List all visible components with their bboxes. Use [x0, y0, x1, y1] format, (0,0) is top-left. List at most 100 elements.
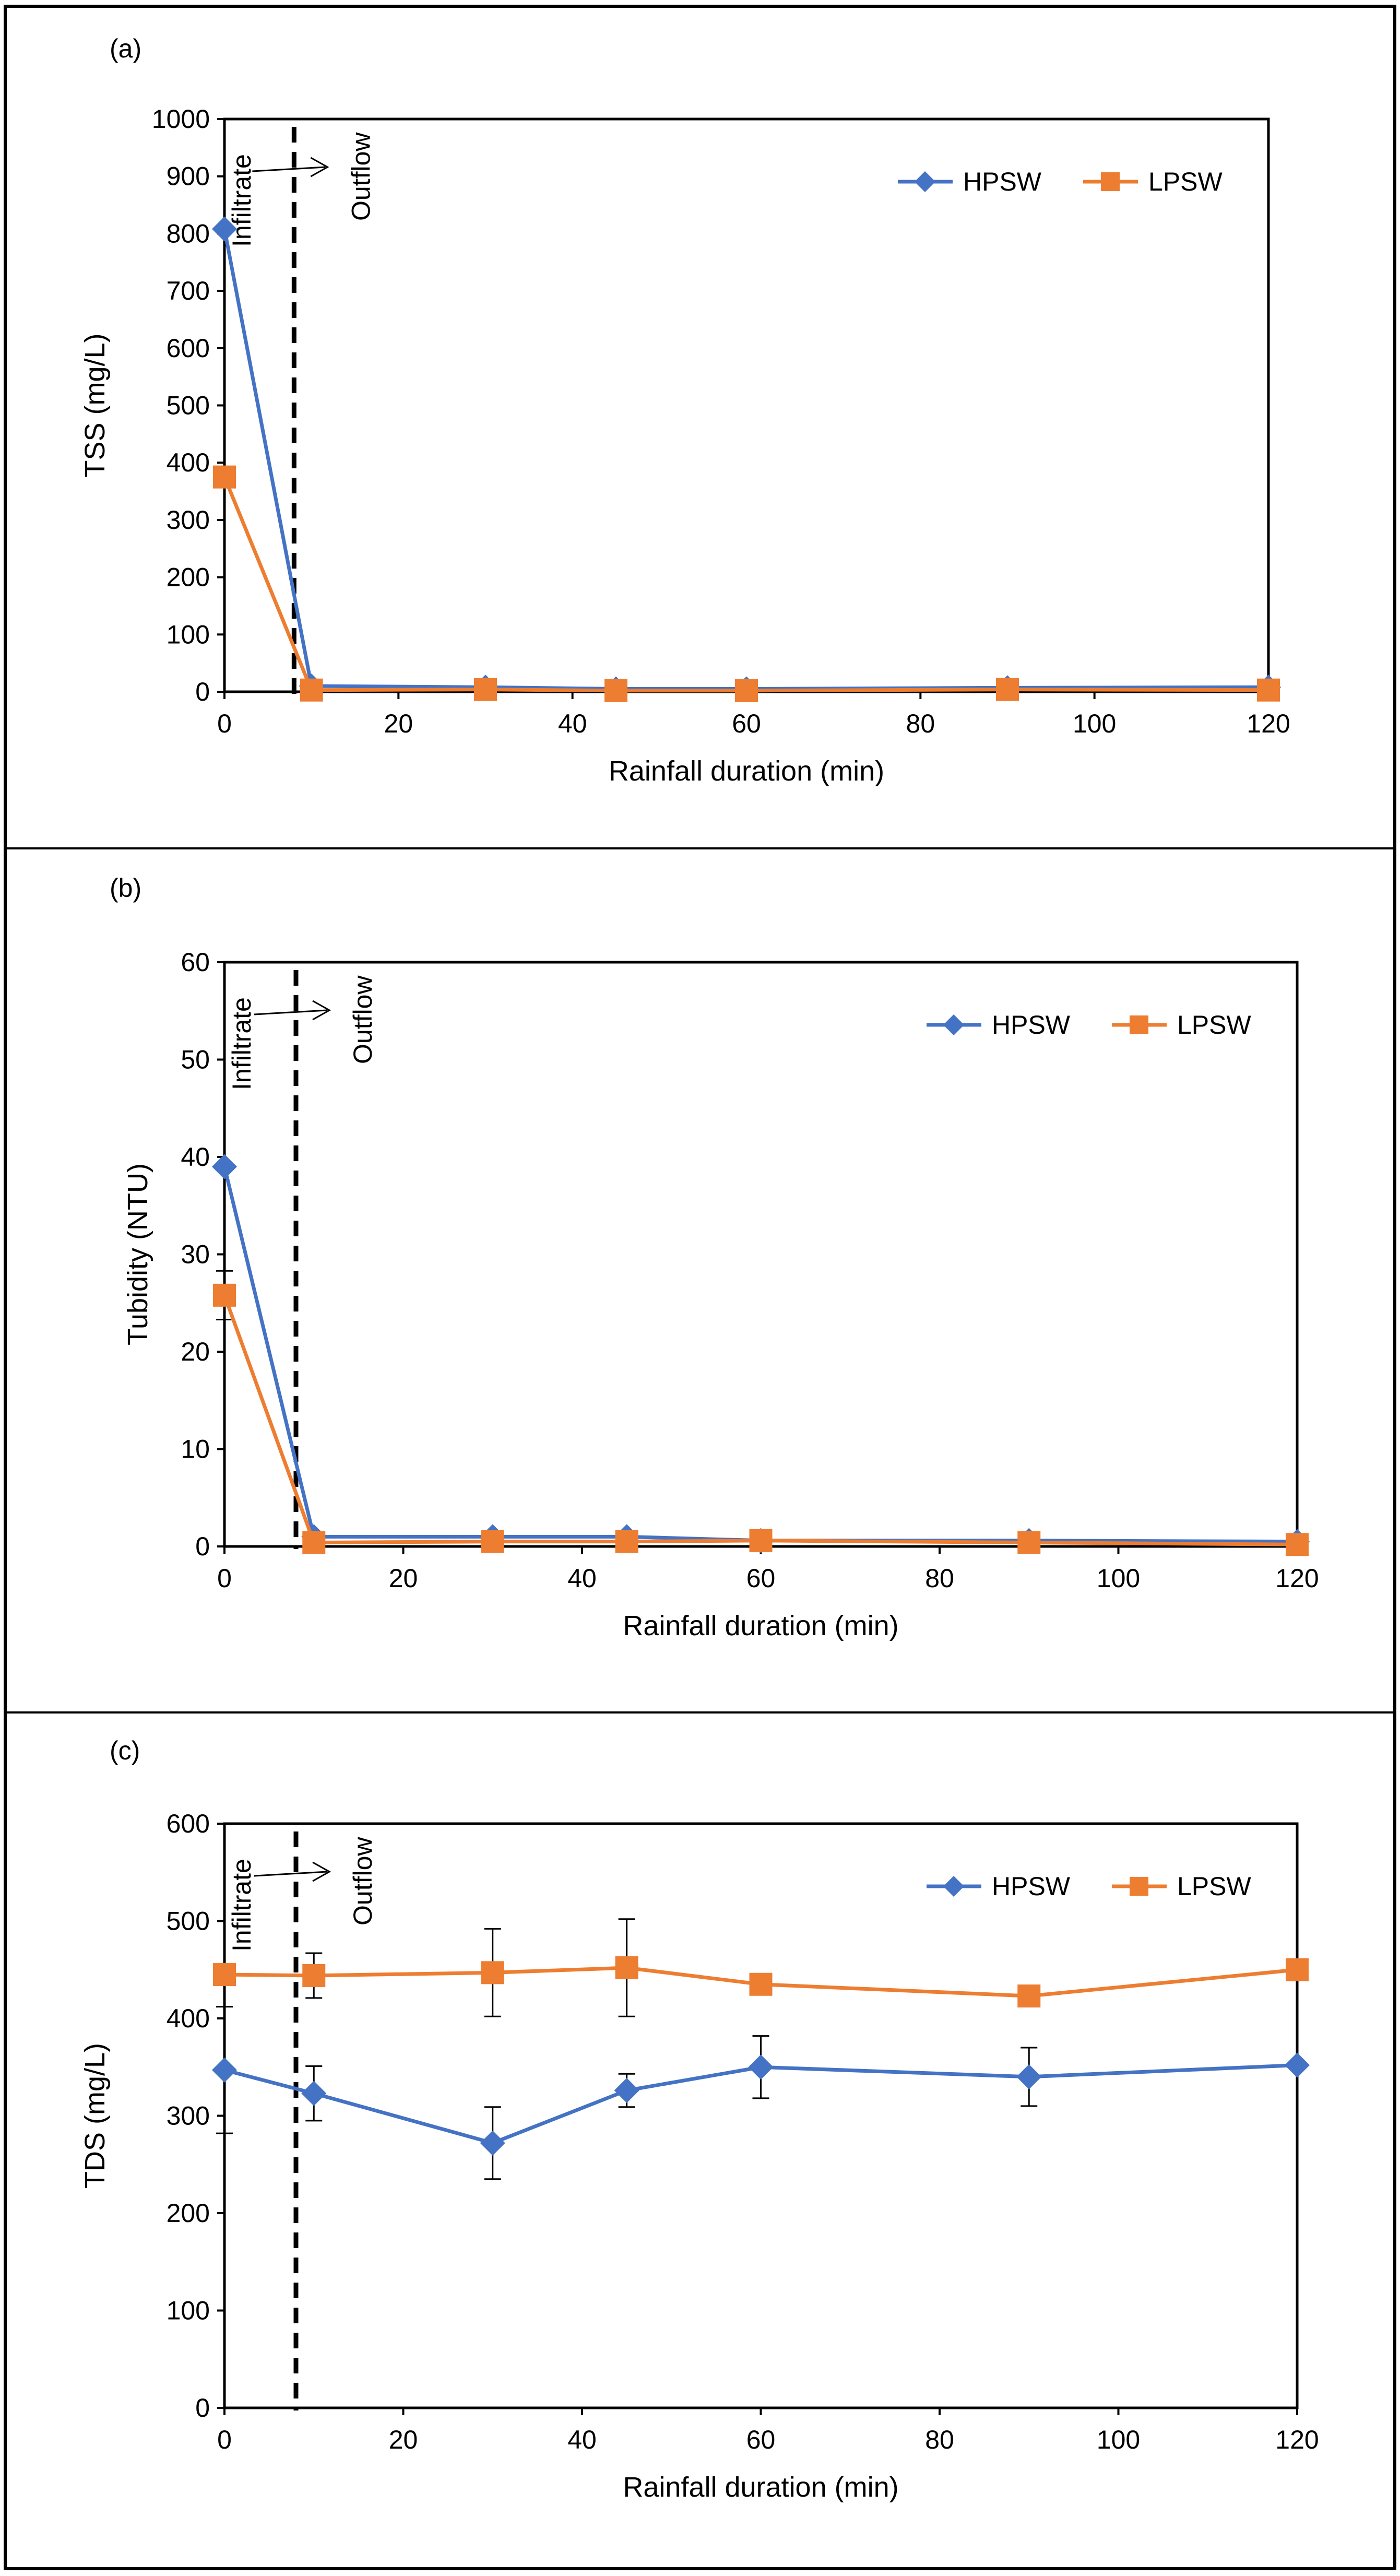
x-tick-label: 40 — [567, 1564, 597, 1593]
infiltrate-annotation: Infiltrate — [227, 1859, 256, 1952]
outflow-annotation: Outflow — [346, 132, 375, 221]
y-tick-label: 400 — [167, 2004, 210, 2033]
data-point — [749, 1529, 773, 1552]
y-axis-label: TDS (mg/L) — [79, 2043, 111, 2189]
x-tick-label: 40 — [567, 2425, 597, 2454]
data-point — [481, 1961, 504, 1984]
legend-label: LPSW — [1148, 167, 1223, 196]
y-tick-label: 100 — [167, 2296, 210, 2325]
legend-marker — [943, 1014, 964, 1035]
x-axis-label: Rainfall duration (min) — [609, 755, 884, 787]
x-tick-label: 60 — [746, 1564, 776, 1593]
x-tick-label: 100 — [1097, 1564, 1140, 1593]
legend-label: HPSW — [963, 167, 1042, 196]
x-tick-label: 0 — [217, 709, 232, 738]
x-tick-label: 20 — [389, 1564, 418, 1593]
data-point — [302, 1964, 326, 1987]
legend-label: HPSW — [992, 1010, 1071, 1039]
legend: HPSW LPSW — [927, 1010, 1252, 1039]
data-point — [1285, 2052, 1310, 2078]
data-point — [212, 2057, 237, 2083]
y-tick-label: 300 — [167, 2101, 210, 2131]
data-point — [615, 1956, 638, 1980]
legend: HPSW LPSW — [898, 167, 1223, 196]
data-point — [300, 678, 323, 702]
legend-label: LPSW — [1177, 1872, 1252, 1901]
data-point — [1017, 1531, 1041, 1554]
x-axis-label: Rainfall duration (min) — [623, 2472, 898, 2503]
data-point — [301, 2081, 327, 2106]
x-tick-label: 60 — [746, 2425, 776, 2454]
data-point — [302, 1531, 326, 1554]
y-tick-label: 400 — [167, 448, 210, 477]
outflow-annotation: Outflow — [348, 975, 377, 1064]
y-tick-label: 1000 — [152, 104, 210, 134]
y-tick-label: 0 — [195, 677, 210, 706]
legend-marker — [915, 171, 935, 192]
x-tick-label: 120 — [1247, 709, 1290, 738]
x-axis-label: Rainfall duration (min) — [623, 1610, 898, 1641]
data-point — [480, 2130, 505, 2156]
legend-marker — [1130, 1015, 1148, 1034]
y-tick-label: 500 — [167, 1907, 210, 1936]
outflow-annotation: Outflow — [348, 1837, 377, 1925]
y-tick-label: 900 — [167, 162, 210, 191]
data-point — [615, 1530, 638, 1553]
data-point — [1286, 1533, 1309, 1556]
y-tick-label: 30 — [181, 1240, 210, 1269]
data-point — [749, 1972, 773, 1996]
y-tick-label: 40 — [181, 1142, 210, 1172]
data-point — [213, 1963, 236, 1987]
y-axis-label: Tubidity (NTU) — [122, 1163, 153, 1345]
data-point — [212, 216, 237, 242]
direction-arrow — [254, 1871, 328, 1877]
direction-arrow — [254, 1009, 328, 1015]
chart-panel-b: (b) 0 20 40 60 80 100 120 0 10 20 30 40 50 60 Rainfall … — [110, 873, 1319, 1641]
data-point — [735, 679, 758, 702]
data-point — [604, 679, 627, 702]
y-tick-label: 20 — [181, 1337, 210, 1366]
x-tick-label: 0 — [217, 1564, 232, 1593]
y-tick-label: 10 — [181, 1435, 210, 1464]
data-point — [481, 1530, 504, 1553]
y-axis-label: TSS (mg/L) — [79, 333, 111, 477]
x-tick-label: 80 — [925, 1564, 954, 1593]
y-tick-label: 50 — [181, 1045, 210, 1074]
data-point — [1257, 678, 1280, 702]
y-tick-label: 0 — [195, 1532, 210, 1561]
data-point — [213, 1283, 236, 1307]
x-tick-label: 100 — [1073, 709, 1116, 738]
figure-border — [4, 5, 1396, 2570]
x-tick-label: 100 — [1097, 2425, 1140, 2454]
x-tick-label: 40 — [558, 709, 587, 738]
y-tick-label: 200 — [167, 563, 210, 592]
direction-arrow — [252, 166, 326, 172]
direction-arrowhead — [312, 1000, 331, 1021]
legend-label: LPSW — [1177, 1010, 1252, 1039]
series-hpsw — [212, 2006, 1310, 2180]
y-tick-label: 600 — [167, 1809, 210, 1838]
data-point — [213, 465, 236, 489]
series-lpsw — [213, 1918, 1309, 2017]
data-point — [1016, 2064, 1042, 2089]
legend-marker — [943, 1876, 964, 1897]
data-point — [996, 678, 1019, 701]
direction-arrowhead — [312, 1861, 331, 1882]
y-tick-label: 700 — [167, 276, 210, 305]
data-point — [212, 1154, 237, 1179]
series-lpsw — [213, 465, 1280, 702]
legend: HPSW LPSW — [927, 1872, 1252, 1901]
y-tick-label: 100 — [167, 620, 210, 649]
x-tick-label: 20 — [384, 709, 413, 738]
y-tick-label: 600 — [167, 334, 210, 363]
infiltrate-annotation: Infiltrate — [227, 997, 256, 1090]
legend-marker — [1101, 172, 1120, 191]
panel-label: (b) — [110, 873, 141, 903]
y-tick-label: 60 — [181, 948, 210, 977]
data-point — [1017, 1984, 1041, 2008]
legend-marker — [1130, 1877, 1148, 1896]
direction-arrowhead — [310, 157, 329, 178]
y-tick-label: 500 — [167, 391, 210, 420]
